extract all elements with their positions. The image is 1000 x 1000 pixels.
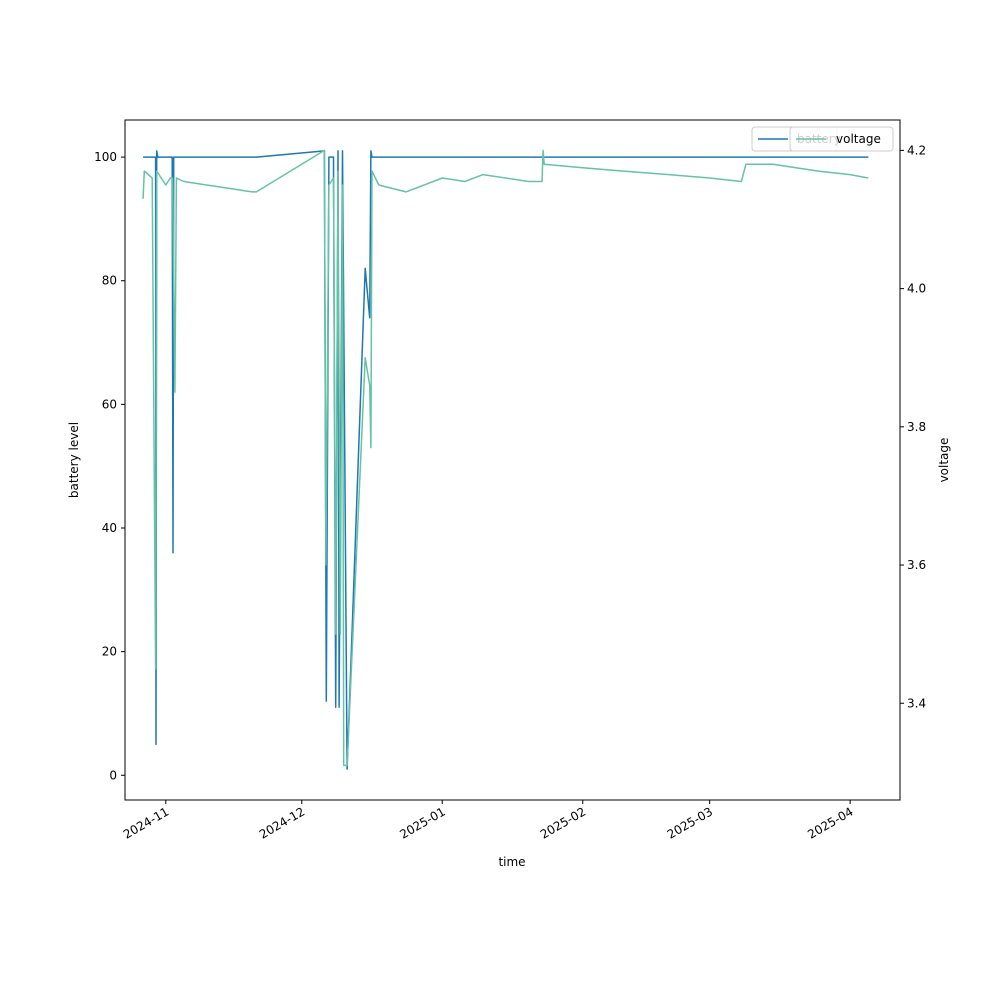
x-tick-label: 2025-02: [538, 804, 588, 841]
y-tick-label: 100: [94, 150, 117, 164]
legend-label-voltage: voltage: [836, 132, 881, 146]
x-tick-label: 2024-12: [257, 804, 307, 841]
x-axis-title: time: [498, 855, 525, 869]
y-tick-label: 0: [109, 768, 117, 782]
x-tick-label: 2025-01: [397, 804, 447, 841]
legend-voltage: voltage: [789, 126, 894, 152]
y-tick-label: 60: [102, 397, 117, 411]
x-tick-label: 2024-11: [121, 804, 171, 841]
y-tick-label: 20: [102, 645, 117, 659]
y2-tick-label: 4.0: [907, 282, 926, 296]
y2-tick-label: 3.4: [907, 696, 926, 710]
plot-area: [125, 120, 900, 800]
y2-tick-label: 3.8: [907, 420, 926, 434]
y-axis-title: battery level: [67, 422, 81, 498]
y2-tick-label: 3.6: [907, 558, 926, 572]
y2-tick-label: 4.2: [907, 143, 926, 157]
x-tick-label: 2025-03: [665, 804, 715, 841]
series-line-voltage: [142, 149, 869, 767]
axes: [124, 119, 901, 801]
y-tick-label: 80: [102, 274, 117, 288]
y2-axis-title: voltage: [937, 438, 951, 483]
y-tick-label: 40: [102, 521, 117, 535]
x-tick-label: 2025-04: [805, 804, 855, 841]
